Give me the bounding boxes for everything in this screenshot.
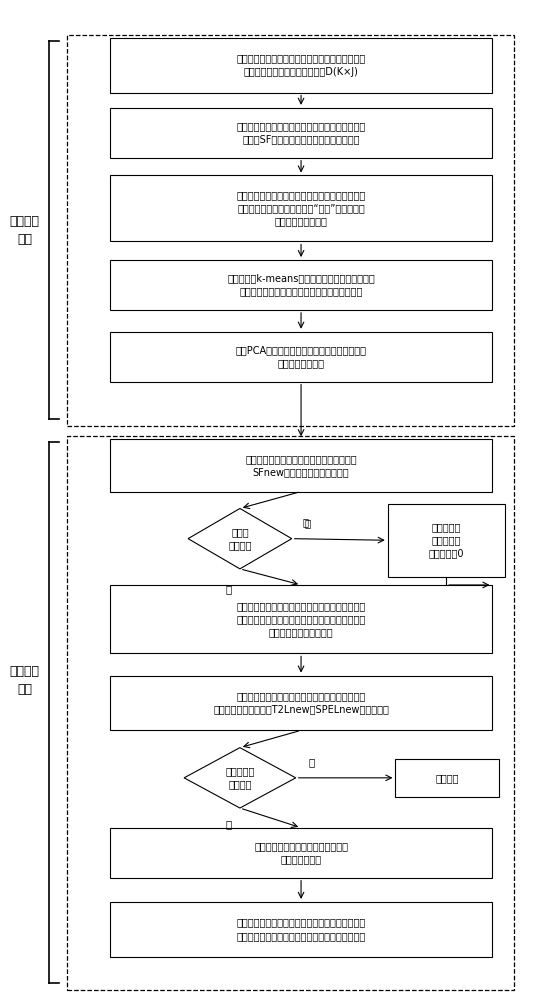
Bar [67,35,514,426]
FancyBboxPatch shape [110,828,492,878]
Text: 将当前时刻
两个监测统
计量赋值为0: 将当前时刻 两个监测统 计量赋值为0 [429,522,464,558]
Text: 是: 是 [225,584,231,594]
Polygon shape [184,748,296,808]
FancyBboxPatch shape [387,504,505,577]
FancyBboxPatch shape [110,38,492,93]
Text: 离线建模
过程: 离线建模 过程 [10,215,39,246]
FancyBboxPatch shape [110,439,492,492]
Text: 两个统计量
有无超限: 两个统计量 有无超限 [225,766,255,789]
Text: 利用对应监测模型的均值和标准差进行移动平均数
据的标准化处理，计算T2Lnew和SPELnew监测统计量: 利用对应监测模型的均值和标准差进行移动平均数 据的标准化处理，计算T2Lnew和… [213,691,389,715]
Text: 采用PCA方法建立每一种稳定工况的离线监测模
型，并求取控制限: 采用PCA方法建立每一种稳定工况的离线监测模 型，并求取控制限 [236,345,367,368]
Text: 采用平滑滤波处理稳定工况滑动时间窗口内数据，
获得移动平均数据，并将其中“车速”变量值大于
阀值的作为有效数据: 采用平滑滤波处理稳定工况滑动时间窗口内数据， 获得移动平均数据，并将其中“车速”… [237,190,366,227]
Text: 在线监测
过程: 在线监测 过程 [10,665,39,696]
FancyBboxPatch shape [395,759,499,797]
Polygon shape [188,508,292,569]
Bar [67,436,514,990]
Text: 是否为
稳定工况: 是否为 稳定工况 [228,527,252,550]
Text: 在首次故障报警时刻，计算各过程变量对超限统计
量的贡献，依据贡献大小确定引起故障的原因变量: 在首次故障报警时刻，计算各过程变量对超限统计 量的贡献，依据贡献大小确定引起故障… [237,918,366,941]
Text: 有: 有 [225,819,231,829]
Text: 否: 否 [302,517,308,527]
FancyBboxPatch shape [110,902,492,957]
Text: 基于车速检测值，采用滑动时间窗口方法计算稳定
度因子SF，进行稳定工况和过渡工况的识别: 基于车速检测值，采用滑动时间窗口方法计算稳定 度因子SF，进行稳定工况和过渡工况… [237,121,366,144]
Text: 否: 否 [304,518,311,528]
Text: 根据设备运行机理确定的监测变量，采集某一机台
的设备运行数据，获得原始数据D(K×J): 根据设备运行机理确定的监测变量，采集某一机台 的设备运行数据，获得原始数据D(K… [237,54,366,77]
Text: 正常工况: 正常工况 [435,773,459,783]
FancyBboxPatch shape [110,108,492,158]
FancyBboxPatch shape [110,260,492,310]
Text: 无: 无 [309,757,315,767]
Text: 计算当前滑动时间窗口内数据的稳定度因子
SFnew，判断其所处的工况类型: 计算当前滑动时间窗口内数据的稳定度因子 SFnew，判断其所处的工况类型 [245,454,357,477]
FancyBboxPatch shape [110,676,492,730]
FancyBboxPatch shape [110,175,492,241]
Text: 采用平滑滤获得当前滑动时间窗口内的移动平均数
据，并计算其与各个聚类中心的欧式距离，判断其
对应的稳定工况监测模型: 采用平滑滤获得当前滑动时间窗口内的移动平均数 据，并计算其与各个聚类中心的欧式距… [237,601,366,637]
Text: 依据首次故障报警时间的定义，判断
故障发生的时间: 依据首次故障报警时间的定义，判断 故障发生的时间 [254,841,348,864]
FancyBboxPatch shape [110,585,492,653]
Text: 采用自适应k-means聚类方法对有效数据的相似度
进行聚类分析，获得每一种稳定工况的建模数据: 采用自适应k-means聚类方法对有效数据的相似度 进行聚类分析，获得每一种稳定… [227,273,375,297]
FancyBboxPatch shape [110,332,492,382]
